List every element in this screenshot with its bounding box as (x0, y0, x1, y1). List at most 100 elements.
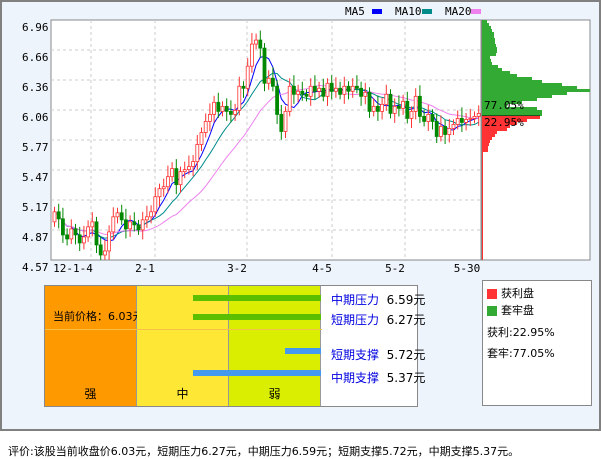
candle-body (455, 118, 460, 125)
candle-body (224, 105, 229, 112)
candle-body (182, 169, 187, 173)
chip-bar-profit (482, 212, 483, 215)
candle-body (124, 219, 128, 230)
candle-body (161, 186, 166, 190)
candle-body (170, 168, 175, 178)
candle-body (359, 87, 364, 97)
chip-bar-profit (482, 167, 483, 170)
chip-bar-profit (482, 155, 483, 158)
candle-body (422, 116, 427, 122)
current-price: 当前价格：6.03元 (53, 310, 144, 323)
candle-body (275, 85, 280, 115)
chip-bar-trapped (482, 38, 495, 41)
candle-body (464, 119, 469, 123)
candle-body (207, 113, 212, 122)
x-tick-label: 4-5 (312, 262, 332, 275)
chip-bar-profit (482, 185, 483, 188)
chip-bar-profit (482, 122, 517, 125)
ma10-swatch (422, 9, 432, 14)
candle-body (363, 91, 368, 97)
candle-body (447, 128, 452, 135)
x-tick-label: 12-1-4 (53, 262, 93, 275)
candle-body (312, 85, 317, 92)
chip-bar-trapped (482, 101, 522, 104)
chip-bar-profit (482, 179, 483, 182)
candle-body (237, 85, 242, 111)
chip-bar-profit (482, 134, 495, 137)
kline-chart: 6.96 6.66 6.36 6.06 5.77 5.47 5.17 4.87 4.57 12-1… (22, 5, 591, 275)
candle-body (434, 121, 439, 137)
chip-bar-trapped (482, 95, 552, 98)
trapped-pct-label: 77.05% (484, 99, 524, 112)
candle-body (438, 126, 443, 137)
chip-bar-profit (482, 149, 488, 152)
ma5-swatch (372, 9, 382, 14)
chip-bar-profit (482, 248, 483, 251)
chip-bar-trapped (482, 74, 517, 77)
candle-body (321, 87, 326, 97)
candle-body (199, 132, 204, 145)
candle-body (86, 226, 90, 238)
chip-bar-profit (482, 227, 483, 230)
chip-bar-trapped (482, 44, 496, 47)
chip-bar-profit (482, 218, 483, 221)
trapped-pct: 套牢:77.05% (487, 347, 555, 360)
chip-bar-profit (482, 251, 483, 254)
candle-body (228, 110, 233, 115)
candle-body (115, 212, 120, 218)
chip-bar-profit (482, 161, 483, 164)
candle-body (430, 113, 435, 122)
ma20-swatch (471, 9, 481, 14)
candle-body (258, 39, 263, 49)
chip-bar-profit (482, 206, 483, 209)
chip-bar-profit (482, 152, 483, 155)
profit-pct-label: 22.95% (484, 116, 524, 129)
medium-label: 中 (176, 387, 189, 401)
chip-bar-trapped (482, 47, 497, 50)
candle-body (82, 236, 86, 244)
candle-body (69, 228, 74, 240)
candle-body (262, 47, 267, 84)
mid-support-bar (193, 370, 321, 376)
ma10-label: MA10 (395, 5, 422, 18)
profit-swatch (487, 289, 497, 299)
chip-bar-profit (482, 197, 483, 200)
y-tick-label: 6.06 (22, 111, 49, 124)
strong-label: 强 (84, 387, 97, 401)
short-resistance-bar (193, 314, 321, 320)
candle-body (468, 118, 473, 120)
price-line (45, 329, 322, 330)
chip-bar-trapped (482, 50, 497, 53)
chip-bar-trapped (482, 92, 567, 95)
chip-bar-profit (482, 140, 490, 143)
candle-body (409, 110, 414, 119)
chip-bar-profit (482, 239, 483, 242)
candle-body (283, 110, 288, 132)
x-tick-label: 2-1 (135, 262, 155, 275)
ma20-label: MA20 (445, 5, 472, 18)
chip-bar-profit (482, 215, 483, 218)
candle-body (128, 221, 133, 230)
candle-body (56, 211, 61, 220)
candle-body (459, 118, 464, 123)
x-tick-label: 5-30 (454, 262, 481, 275)
candle-body (212, 101, 217, 115)
chip-bar-trapped (482, 98, 537, 101)
candle-body (317, 87, 322, 92)
candle-body (388, 93, 393, 114)
candle-body (392, 105, 397, 114)
candle-body (451, 124, 456, 129)
chip-bar-trapped (482, 23, 489, 26)
candle-body (346, 85, 351, 92)
evaluation-text: 评价:该股当前收盘价6.03元，短期压力6.27元，中期压力6.59元；短期支撑… (8, 445, 520, 458)
chip-bar-profit (482, 143, 489, 146)
chip-bar-trapped (482, 113, 542, 116)
candle-body (174, 168, 179, 186)
chip-bar-trapped (482, 71, 510, 74)
candle-body (396, 105, 401, 109)
candle-body (371, 105, 376, 112)
candle-body (107, 231, 111, 252)
y-tick-label: 4.87 (22, 231, 49, 244)
chip-bar-profit (482, 209, 483, 212)
candle-body (417, 95, 422, 117)
